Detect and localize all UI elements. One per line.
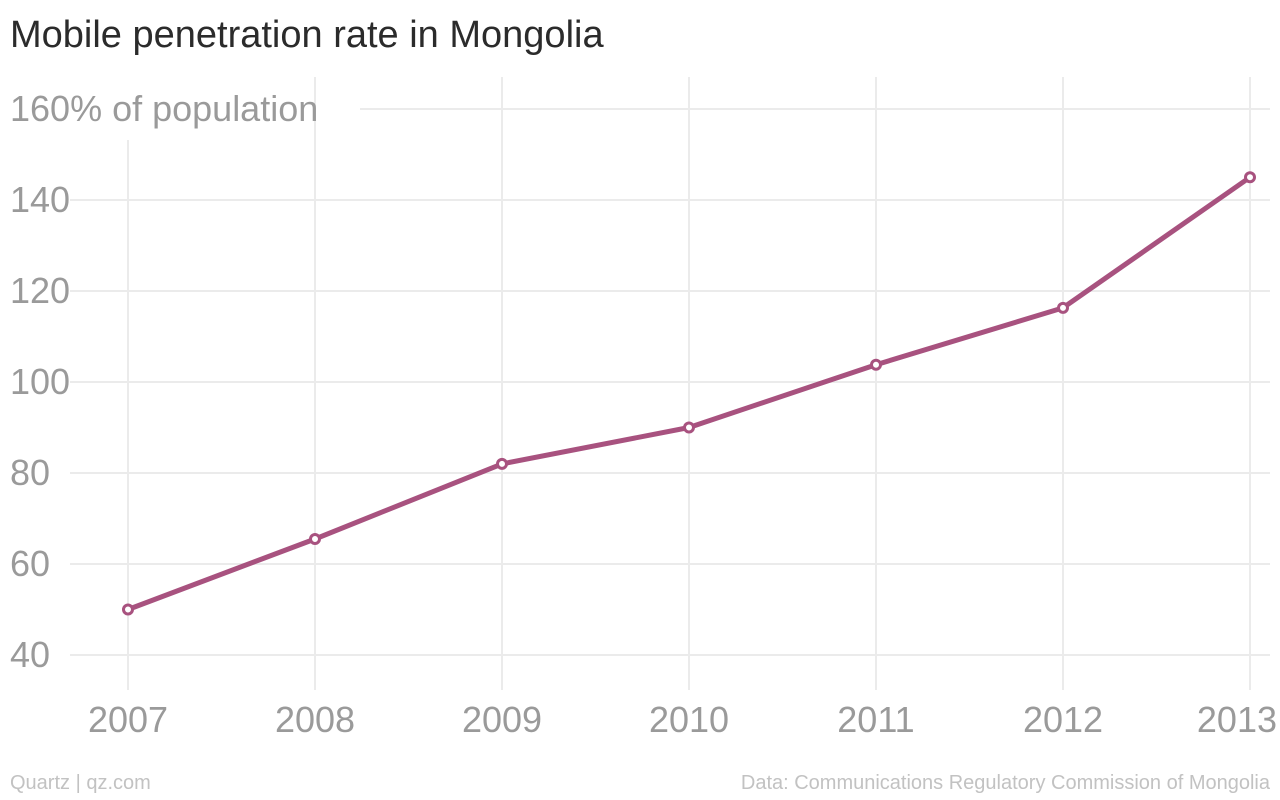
x-tick-label: 2009 xyxy=(462,699,542,740)
data-point xyxy=(122,603,134,616)
y-tick-label: 120 xyxy=(10,270,70,311)
x-axis-ticks: 2007 2008 2009 2010 2011 2012 2013 xyxy=(88,699,1277,740)
x-tick-label: 2012 xyxy=(1023,699,1103,740)
y-tick-label: 40 xyxy=(10,634,50,675)
series-layer xyxy=(122,171,1256,616)
x-tick-label: 2008 xyxy=(275,699,355,740)
data-point xyxy=(496,457,508,470)
footer-source: Data: Communications Regulatory Commissi… xyxy=(740,772,1270,794)
data-point xyxy=(1057,301,1069,314)
x-tick-label: 2010 xyxy=(649,699,729,740)
x-tick-label: 2013 xyxy=(1197,699,1277,740)
footer-credit: Quartz | qz.com xyxy=(10,772,151,794)
y-tick-label: 140 xyxy=(10,179,70,220)
y-axis-ticks: 40 60 80 100 120 140 160% of population xyxy=(10,88,318,675)
chart-title: Mobile penetration rate in Mongolia xyxy=(10,14,604,56)
data-point xyxy=(683,421,695,434)
y-tick-label: 100 xyxy=(10,361,70,402)
x-tick-label: 2011 xyxy=(837,699,914,740)
data-point xyxy=(309,532,321,545)
x-tick-label: 2007 xyxy=(88,699,168,740)
data-point xyxy=(870,358,882,371)
y-tick-label: 60 xyxy=(10,543,50,584)
y-axis-top-label: 160% of population xyxy=(10,88,318,129)
grid-lines xyxy=(70,77,1270,690)
data-point xyxy=(1244,171,1256,184)
y-tick-label: 80 xyxy=(10,452,50,493)
